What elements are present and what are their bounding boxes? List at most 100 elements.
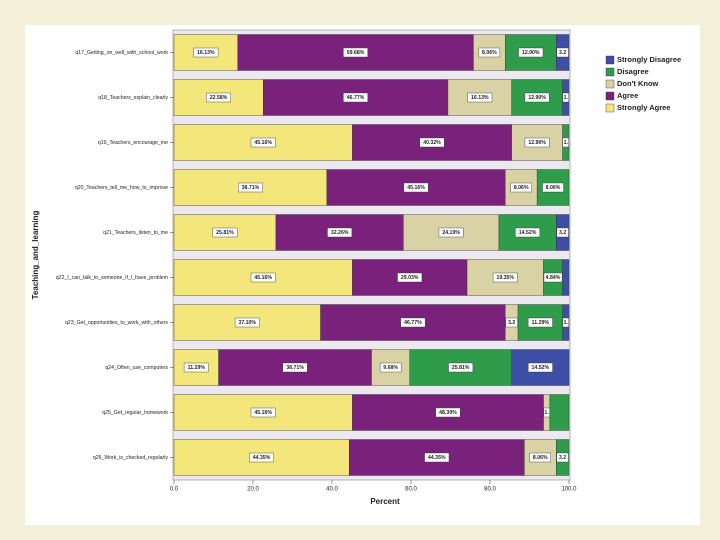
value-label: 4.84% [546,275,561,281]
value-label-box [397,272,423,283]
value-label: 3.2 [559,455,566,461]
value-label-box [518,47,544,58]
value-label: 12.90% [522,50,540,56]
value-label: 46.77% [347,95,365,101]
value-label-box [249,452,274,463]
bar-segment [511,349,570,386]
value-label: 38.71% [286,365,304,371]
bar-segment [549,394,570,431]
value-label-box [183,362,209,373]
value-label-box [327,227,353,238]
value-label: 1. [564,140,569,146]
value-label: 25.81% [452,365,470,371]
value-label: 29.03% [401,275,419,281]
legend-swatch [605,55,615,65]
legend-label: Agree [617,91,638,100]
legend-label: Strongly Disagree [617,55,681,64]
value-label-box [343,92,368,103]
y-tick-label: q17_Getting_on_well_with_school_work [75,50,168,56]
value-label: 14.52% [532,365,550,371]
value-label-box [212,227,238,238]
legend-label: Strongly Agree [617,103,670,112]
value-label: 48.39% [439,410,457,416]
value-label: 19.35% [496,275,514,281]
value-label-box [515,227,541,238]
value-label: 37.10% [238,320,256,326]
value-label-box [562,92,569,103]
value-label-box [435,407,461,418]
value-label-box [206,92,231,103]
value-label-box [424,452,450,463]
x-tick-label: 60.0 [405,487,417,493]
value-label-box [343,47,368,58]
x-tick-label: 0.0 [170,487,179,493]
value-label-box [524,92,550,103]
value-label-box [448,362,474,373]
value-label: 40.32% [423,140,441,146]
y-tick-label: q19_Teachers_encourage_me [98,140,168,146]
value-label-box [524,137,550,148]
value-label: 3.2 [559,230,566,236]
value-label: 38.71% [242,185,260,191]
value-label-box [556,227,569,238]
value-label: 11.29% [188,365,206,371]
value-label: 3.2 [559,50,566,56]
x-tick-label: 100.0 [561,487,577,493]
y-tick-label: q24_Often_use_computers [105,365,168,371]
x-tick-label: 40.0 [326,487,338,493]
y-tick-label: q18_Teachers_explain_clearly [98,95,168,101]
value-label-box [193,47,219,58]
value-label: 32.26% [331,230,349,236]
legend-swatch [605,67,615,77]
value-label-box [543,272,563,283]
y-tick-label: q20_Teachers_tell_me_how_to_improve [75,185,168,191]
value-label-box [419,137,445,148]
y-tick-label: q21_Teachers_listen_to_me [103,230,168,236]
value-label: 12.90% [528,140,546,146]
value-label: 1. [564,95,569,101]
value-label: 14.52% [519,230,537,236]
value-label-box [492,272,518,283]
value-label: 16.13% [471,95,489,101]
value-label: 8.06% [533,455,548,461]
value-label-box [529,452,551,463]
value-label: 44.35% [428,455,446,461]
value-label-box [238,182,263,193]
x-axis-title: Percent [370,497,400,506]
legend-swatch [605,103,615,113]
value-label-box [510,182,532,193]
value-label: 45.16% [407,185,425,191]
legend-swatch [605,79,615,89]
value-label-box [250,407,276,418]
x-tick-label: 20.0 [247,487,259,493]
value-label-box [556,452,569,463]
value-label-box [562,317,570,328]
value-label: 22.58% [210,95,228,101]
value-label-box [542,182,564,193]
y-tick-label: q25_Get_regular_homework [102,410,168,416]
value-label: 45.16% [254,275,272,281]
x-tick-label: 80.0 [484,487,496,493]
y-tick-label: q26_Work_is_checked_regularly [93,455,169,461]
value-label: 59.68% [347,50,365,56]
value-label: 1. [564,320,569,326]
value-label-box [467,92,493,103]
value-label: 44.35% [253,455,271,461]
value-label-box [562,137,569,148]
value-label: 11.29% [532,320,550,326]
value-label-box [505,317,518,328]
legend-swatch [605,91,615,101]
value-label-box [250,272,276,283]
value-label: 8.06% [514,185,529,191]
value-label-box [250,137,276,148]
legend-label: Disagree [617,67,649,76]
value-label-box [527,362,553,373]
value-label-box [438,227,464,238]
value-label: 46.77% [404,320,422,326]
value-label: 45.16% [254,140,272,146]
value-label: 8.06% [546,185,561,191]
value-label: 45.16% [254,410,272,416]
value-label: 1. [545,410,550,416]
